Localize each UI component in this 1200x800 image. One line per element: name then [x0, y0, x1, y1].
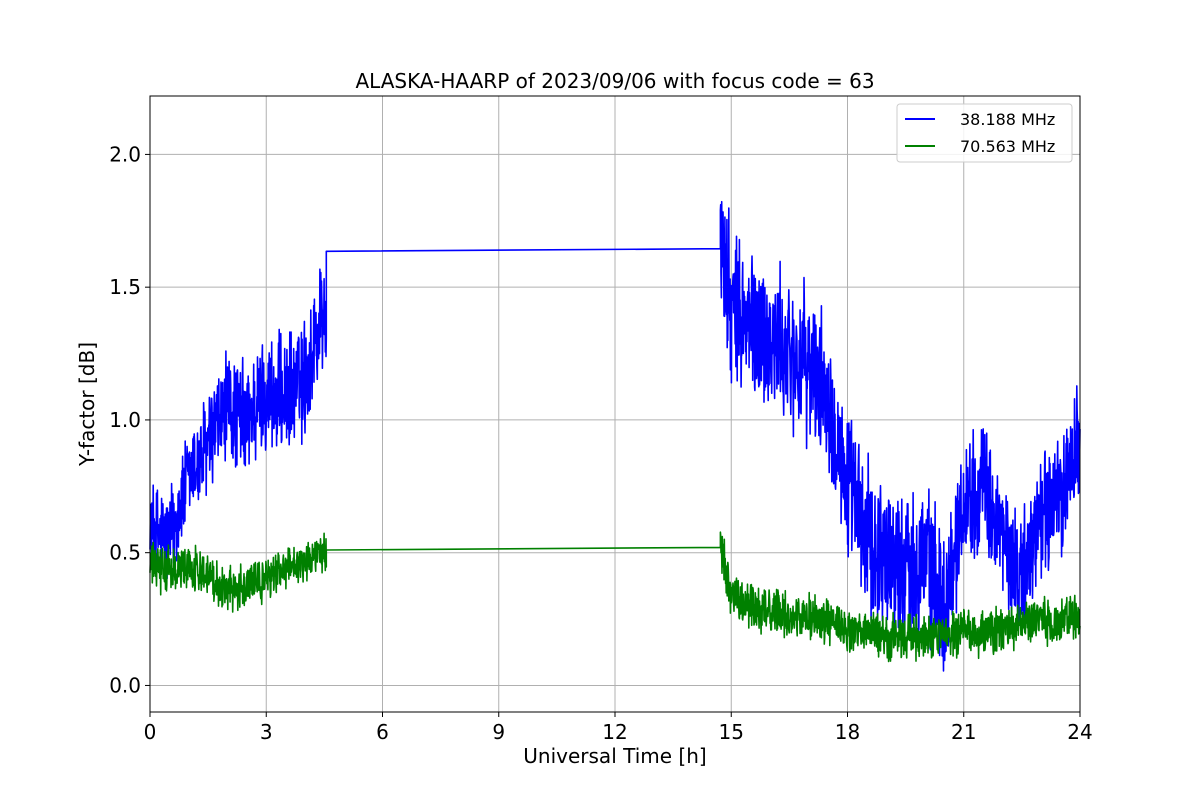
y-tick-label: 1.0 [109, 408, 141, 432]
series-line-70-563-mhz [149, 531, 1081, 663]
legend-label-70-563-mhz: 70.563 MHz [960, 137, 1055, 156]
y-tick-label: 0.0 [109, 673, 141, 697]
y-axis-label: Y-factor [dB] [75, 342, 99, 467]
x-tick-label: 0 [144, 720, 157, 744]
x-axis-label: Universal Time [h] [523, 744, 706, 768]
x-axis-ticks: 0 3 6 9 12 15 18 21 24 [144, 712, 1093, 744]
chart-title: ALASKA-HAARP of 2023/09/06 with focus co… [355, 69, 874, 93]
y-tick-label: 2.0 [109, 142, 141, 166]
series-line-38-188-mhz [149, 200, 1081, 672]
x-tick-label: 21 [951, 720, 976, 744]
x-tick-label: 12 [602, 720, 627, 744]
legend-label-38-188-mhz: 38.188 MHz [960, 110, 1055, 129]
y-axis-ticks: 0.0 0.5 1.0 1.5 2.0 [109, 142, 150, 697]
x-tick-label: 18 [835, 720, 860, 744]
x-tick-label: 24 [1067, 720, 1092, 744]
legend: 38.188 MHz 70.563 MHz [896, 103, 1073, 163]
series-layer [149, 200, 1081, 672]
x-tick-label: 6 [376, 720, 389, 744]
y-tick-label: 1.5 [109, 275, 141, 299]
y-tick-label: 0.5 [109, 541, 141, 565]
x-tick-label: 15 [719, 720, 744, 744]
x-tick-label: 3 [260, 720, 273, 744]
legend-box [896, 103, 1073, 163]
x-tick-label: 9 [492, 720, 505, 744]
